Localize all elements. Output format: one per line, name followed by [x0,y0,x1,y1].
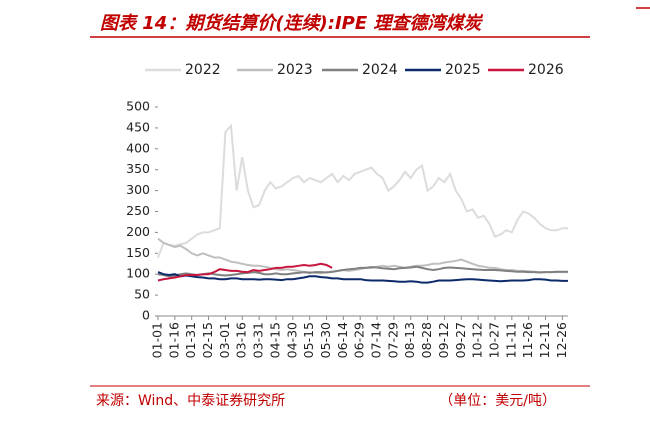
x-tick-label: 02-15 [200,322,215,358]
series-line [157,123,568,258]
y-tick-label: 400 [126,140,150,155]
x-tick-label: 04-30 [284,322,299,358]
y-tick-label: 0 [142,308,150,323]
x-tick-label: 01-31 [183,322,198,358]
series-line [157,271,568,284]
source: 来源：Wind、中泰证券研究所 [96,393,285,409]
legend-label: 2023 [277,62,313,78]
legend-label: 2022 [185,62,221,78]
y-tick-label: 100 [126,266,150,281]
y-tick-label: 150 [126,245,150,260]
y-tick-label: 500 [126,99,150,114]
x-tick-label: 05-15 [301,322,316,358]
x-tick-label: 03-16 [234,322,249,358]
series-line [157,265,568,278]
x-tick-label: 12-26 [554,322,569,358]
x-tick-label: 11-26 [520,322,535,358]
unit: （单位：美元/吨） [439,393,556,409]
y-tick-label: 200 [126,224,150,239]
x-tick-label: 07-14 [369,322,384,358]
x-tick-label: 10-12 [470,322,485,358]
x-tick-label: 01-01 [150,322,165,358]
y-tick-label: 250 [126,203,150,218]
x-tick-label: 09-12 [436,322,451,358]
x-tick-label: 12-11 [537,322,552,358]
legend-label: 2024 [362,62,398,78]
x-tick-label: 10-27 [486,322,501,358]
x-tick-label: 06-29 [352,322,367,358]
legend-label: 2026 [528,62,564,78]
y-tick-label: 300 [126,182,150,197]
x-tick-label: 08-13 [402,322,417,358]
y-tick-label: 450 [126,119,150,134]
x-tick-label: 04-15 [267,322,282,358]
x-tick-label: 08-28 [419,322,434,358]
x-tick-label: 01-16 [166,322,181,358]
chart-title: 图表 14：期货结算价(连续):IPE 理查德湾煤炭 [100,13,483,34]
x-tick-label: 06-14 [335,322,350,358]
x-tick-label: 03-01 [217,322,232,358]
x-tick-label: 05-30 [318,322,333,358]
x-tick-label: 09-27 [453,322,468,358]
y-tick-label: 350 [126,161,150,176]
y-tick-label: 50 [134,287,150,302]
series-line [157,262,333,282]
x-tick-label: 07-29 [385,322,400,358]
legend-label: 2025 [445,62,481,78]
x-tick-label: 11-11 [503,322,518,358]
x-tick-label: 03-31 [251,322,266,358]
